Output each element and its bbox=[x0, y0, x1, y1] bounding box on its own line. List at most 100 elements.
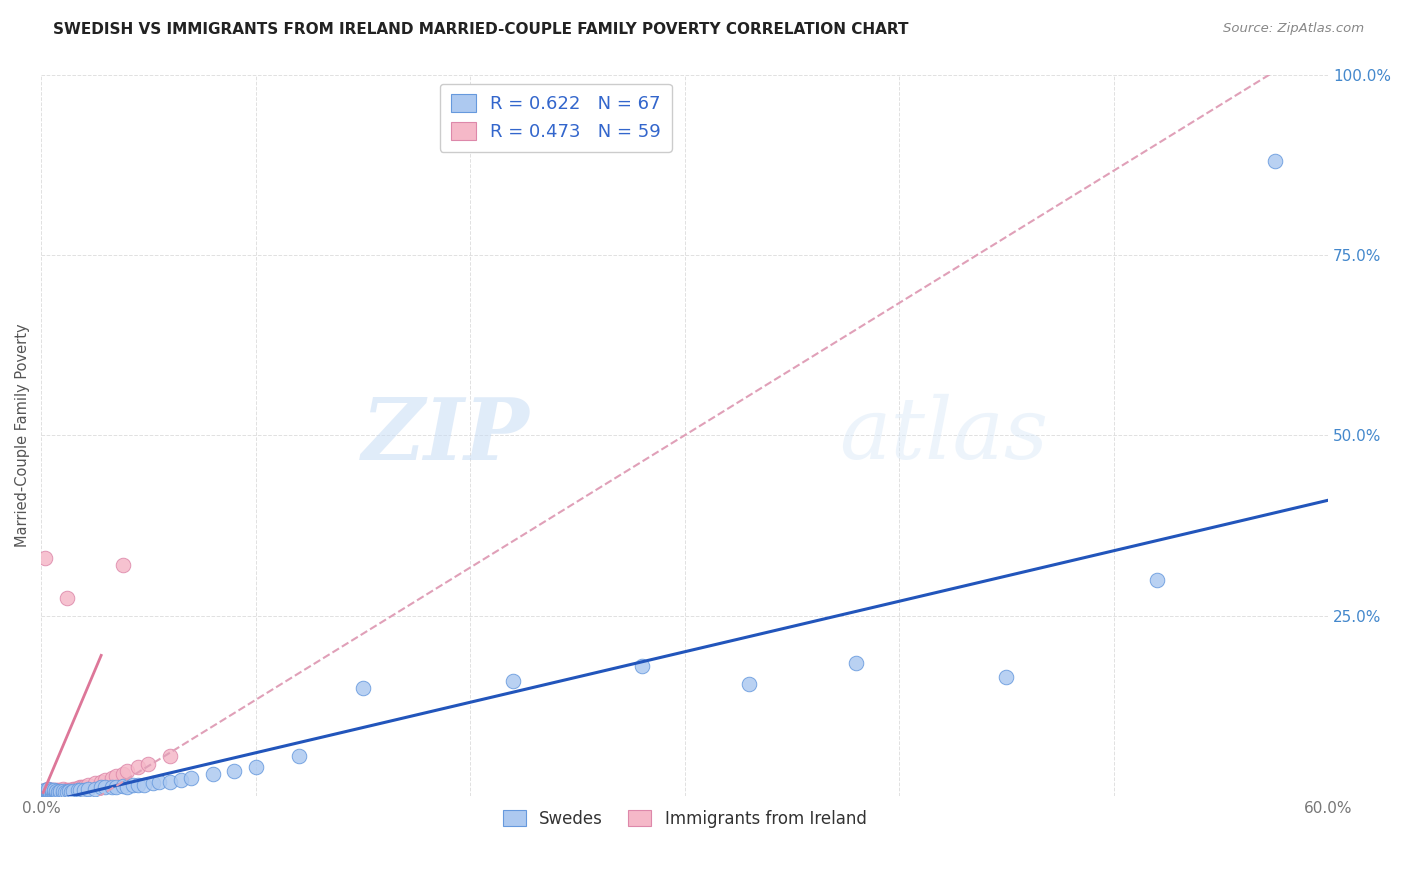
Point bbox=[83, 781, 105, 796]
Point bbox=[34, 551, 56, 566]
Point bbox=[42, 782, 65, 797]
Point bbox=[41, 788, 63, 802]
Point bbox=[42, 786, 65, 800]
Point bbox=[1263, 154, 1285, 169]
Point bbox=[90, 780, 112, 795]
Point bbox=[101, 780, 124, 794]
Point bbox=[111, 767, 134, 781]
Point bbox=[34, 789, 56, 803]
Point bbox=[34, 785, 56, 799]
Point bbox=[42, 783, 65, 797]
Point bbox=[32, 786, 55, 800]
Text: ZIP: ZIP bbox=[363, 393, 530, 477]
Point bbox=[41, 787, 63, 801]
Point bbox=[70, 780, 93, 795]
Legend: Swedes, Immigrants from Ireland: Swedes, Immigrants from Ireland bbox=[496, 804, 873, 835]
Point bbox=[49, 786, 72, 800]
Point bbox=[32, 785, 55, 799]
Point bbox=[37, 784, 59, 798]
Point bbox=[34, 785, 56, 799]
Point bbox=[1146, 573, 1168, 587]
Point bbox=[56, 783, 79, 797]
Point bbox=[34, 787, 56, 801]
Point bbox=[845, 656, 868, 670]
Point bbox=[111, 779, 134, 793]
Point bbox=[630, 659, 652, 673]
Point bbox=[69, 780, 91, 795]
Point bbox=[45, 785, 67, 799]
Point bbox=[46, 785, 69, 799]
Point bbox=[34, 783, 56, 797]
Point bbox=[66, 783, 89, 797]
Point bbox=[122, 778, 145, 792]
Text: atlas: atlas bbox=[839, 394, 1049, 476]
Point bbox=[73, 780, 96, 794]
Point bbox=[138, 756, 160, 771]
Point bbox=[101, 771, 124, 785]
Point bbox=[32, 788, 55, 802]
Point bbox=[115, 780, 138, 794]
Point bbox=[51, 785, 73, 799]
Text: Source: ZipAtlas.com: Source: ZipAtlas.com bbox=[1223, 22, 1364, 36]
Point bbox=[94, 780, 117, 795]
Point bbox=[132, 778, 155, 792]
Point bbox=[32, 785, 55, 799]
Point bbox=[49, 784, 72, 798]
Point bbox=[32, 785, 55, 799]
Point bbox=[94, 773, 117, 788]
Point bbox=[34, 788, 56, 802]
Point bbox=[37, 784, 59, 798]
Point bbox=[46, 785, 69, 799]
Point bbox=[34, 782, 56, 797]
Point bbox=[180, 771, 202, 785]
Point bbox=[45, 782, 67, 797]
Point bbox=[90, 774, 112, 789]
Point bbox=[58, 783, 80, 797]
Point bbox=[42, 785, 65, 799]
Point bbox=[69, 782, 91, 797]
Y-axis label: Married-Couple Family Poverty: Married-Couple Family Poverty bbox=[15, 324, 30, 547]
Point bbox=[115, 764, 138, 778]
Point bbox=[127, 778, 149, 792]
Point bbox=[169, 773, 191, 788]
Point bbox=[224, 764, 246, 778]
Point bbox=[995, 670, 1018, 684]
Point bbox=[62, 784, 84, 798]
Point bbox=[502, 673, 524, 688]
Point bbox=[201, 767, 224, 781]
Point bbox=[37, 785, 59, 799]
Point bbox=[37, 785, 59, 799]
Point bbox=[37, 781, 59, 796]
Point bbox=[38, 786, 60, 800]
Point bbox=[45, 787, 67, 801]
Point bbox=[37, 787, 59, 801]
Point bbox=[49, 785, 72, 799]
Point bbox=[34, 786, 56, 800]
Point bbox=[46, 783, 69, 797]
Point bbox=[38, 785, 60, 799]
Point bbox=[37, 788, 59, 802]
Point bbox=[159, 774, 181, 789]
Point bbox=[51, 781, 73, 796]
Point bbox=[41, 786, 63, 800]
Point bbox=[49, 782, 72, 797]
Point bbox=[32, 788, 55, 802]
Point bbox=[127, 760, 149, 774]
Point bbox=[51, 784, 73, 798]
Point bbox=[83, 776, 105, 790]
Point bbox=[41, 782, 63, 797]
Point bbox=[41, 785, 63, 799]
Point bbox=[159, 749, 181, 764]
Point bbox=[42, 787, 65, 801]
Point bbox=[32, 787, 55, 801]
Point bbox=[77, 781, 100, 796]
Point bbox=[65, 781, 87, 796]
Point bbox=[37, 783, 59, 797]
Point bbox=[38, 786, 60, 800]
Text: SWEDISH VS IMMIGRANTS FROM IRELAND MARRIED-COUPLE FAMILY POVERTY CORRELATION CHA: SWEDISH VS IMMIGRANTS FROM IRELAND MARRI… bbox=[53, 22, 908, 37]
Point bbox=[41, 782, 63, 797]
Point bbox=[38, 785, 60, 799]
Point bbox=[245, 760, 267, 774]
Point bbox=[58, 784, 80, 798]
Point bbox=[73, 783, 96, 797]
